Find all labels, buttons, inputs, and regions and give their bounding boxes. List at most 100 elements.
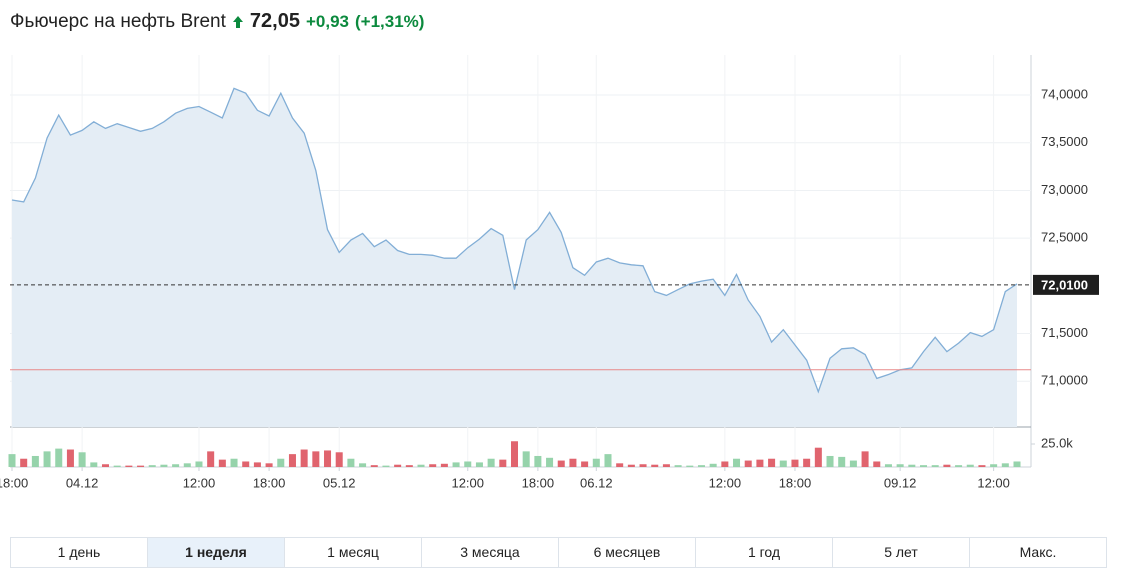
volume-bar (604, 454, 612, 467)
title: Фьючерс на нефть Brent (10, 10, 226, 32)
period-button[interactable]: 5 лет (833, 538, 970, 567)
volume-bar (207, 451, 215, 467)
volume-bar (440, 463, 448, 467)
x-tick-label: 18:00 (522, 475, 555, 490)
volume-bar (300, 449, 308, 467)
x-tick-label: 18:00 (253, 475, 286, 490)
volume-bar (347, 458, 355, 467)
volume-bar (90, 462, 98, 467)
volume-bar (908, 464, 916, 467)
volume-bar (569, 458, 577, 467)
volume-bar (557, 460, 565, 467)
volume-bar (499, 459, 507, 467)
volume-bar (1013, 461, 1021, 467)
volume-bar (78, 452, 86, 467)
volume-bar (253, 462, 261, 467)
volume-bar (66, 449, 74, 467)
volume-bar (838, 456, 846, 467)
volume-bar (697, 465, 705, 467)
volume-bar (814, 447, 822, 467)
volume-bar (335, 452, 343, 467)
volume-bar (581, 461, 589, 467)
volume-bar (744, 460, 752, 467)
volume-bar (896, 464, 904, 467)
price: 72,05 (249, 10, 300, 32)
volume-tick-label: 25.0k (1041, 435, 1073, 450)
volume-bar (370, 465, 378, 467)
price-label: 72,0100 (1041, 277, 1088, 292)
price-label-box (1033, 274, 1099, 295)
volume-bar (475, 462, 483, 467)
volume-bar (195, 461, 203, 467)
volume-bar (265, 463, 273, 467)
area (12, 88, 1017, 428)
x-tick-label: 06.12 (580, 475, 613, 490)
volume-bar (639, 464, 647, 467)
volume-bar (651, 464, 659, 467)
x-tick-label: 04.12 (66, 475, 99, 490)
volume-bar (452, 462, 460, 467)
volume-bar (101, 464, 109, 467)
volume-bar (686, 465, 694, 467)
period-button[interactable]: 1 год (696, 538, 833, 567)
volume-bar (382, 465, 390, 467)
period-button[interactable]: 1 месяц (285, 538, 422, 567)
volume-bar (721, 461, 729, 467)
period-button[interactable]: 3 месяца (422, 538, 559, 567)
volume-bar (230, 458, 238, 467)
period-button[interactable]: 6 месяцев (559, 538, 696, 567)
y-tick-label: 72,5000 (1041, 230, 1088, 245)
volume-bar (534, 455, 542, 467)
chart: 74,0000 73,5000 73,0000 72,5000 71,5000 71,00… (0, 55, 1099, 490)
period-button[interactable]: Макс. (1019, 544, 1057, 560)
volume-bar (43, 451, 51, 467)
volume-bar (1001, 463, 1009, 467)
y-tick-label: 71,5000 (1041, 325, 1088, 340)
volume-bar (148, 465, 156, 467)
volume-bar (803, 458, 811, 467)
volume-bar (277, 458, 285, 467)
x-tick-label: 12:00 (451, 475, 484, 490)
volume-bar (546, 457, 554, 467)
volume-bar (756, 459, 764, 467)
volume-bar (242, 461, 250, 467)
volume-bar (125, 465, 133, 467)
x-tick-label: 12:00 (977, 475, 1010, 490)
volume-bar (324, 450, 332, 467)
volume-bar (709, 463, 717, 467)
change: +0,93 (305, 11, 349, 31)
line (11, 87, 1018, 394)
volume-bar (487, 458, 495, 467)
volume-bar (113, 465, 121, 467)
volume-bar (920, 465, 928, 467)
volume-bar (464, 461, 472, 467)
volume-bar (849, 460, 857, 467)
volume-bar (791, 459, 799, 467)
volume-bar (312, 451, 320, 467)
volume-bar (826, 455, 834, 467)
volume-bar (429, 464, 437, 467)
x-tick-label: 18:00 (0, 475, 28, 490)
x-tick-label: 12:00 (709, 475, 742, 490)
y-tick-label: 71,0000 (1041, 373, 1088, 388)
volume-bar (405, 465, 413, 467)
volume-bar (884, 464, 892, 467)
volume-bar (288, 454, 296, 467)
volume-bar (510, 441, 519, 467)
x-tick-label: 09.12 (884, 475, 917, 490)
x-tick-label: 18:00 (779, 475, 812, 490)
volume-bar (172, 464, 180, 467)
volume-bar (20, 458, 28, 467)
volume-bar (931, 465, 939, 467)
volume-bar (218, 459, 226, 467)
volume-bar (955, 465, 963, 467)
up-arrow (232, 15, 243, 28)
x-tick-label: 12:00 (183, 475, 216, 490)
volume-bar (592, 458, 600, 467)
period-button[interactable]: 1 день (11, 538, 148, 567)
volume-bar (627, 464, 635, 467)
volume-bar (873, 461, 881, 467)
period-button[interactable]: 1 неделя (148, 538, 285, 567)
period-selector: 1 день 1 неделя 1 месяц 3 месяца 6 месяцев 1 … (10, 537, 1107, 568)
volume-bar (943, 464, 951, 467)
